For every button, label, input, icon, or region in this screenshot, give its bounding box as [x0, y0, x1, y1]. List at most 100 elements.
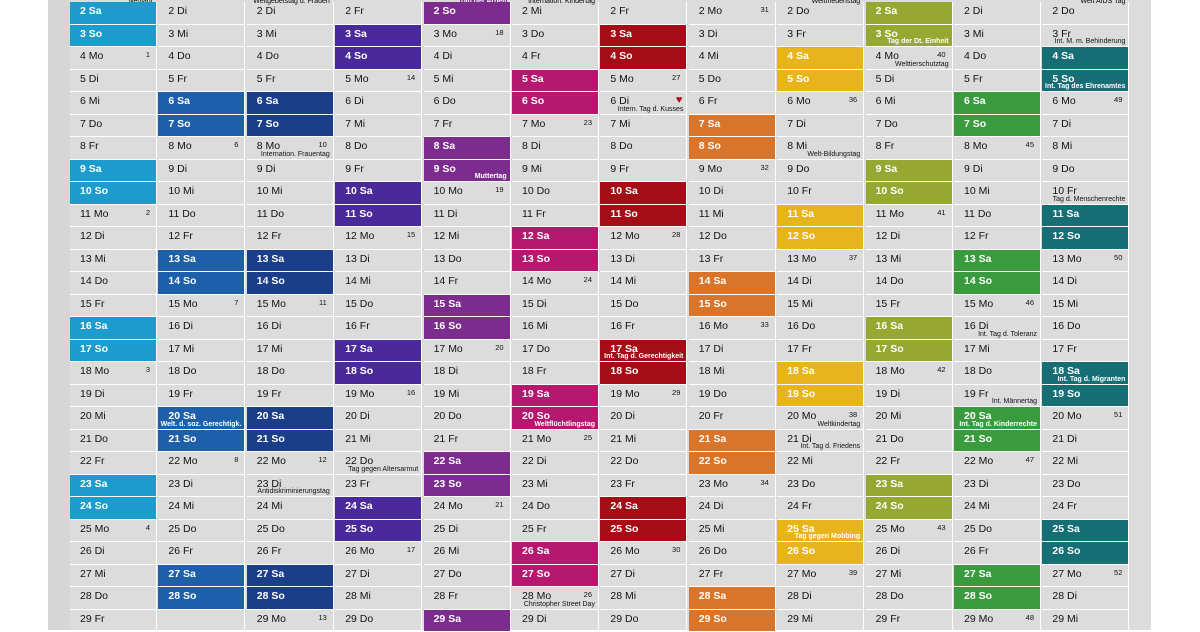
day-label: 3 Mi: [168, 28, 188, 40]
day-label: 10 Mi: [257, 185, 283, 197]
day-label: 18 So: [610, 365, 638, 377]
day-label: 21 Mi: [345, 433, 371, 445]
day-cell: 22 Fr: [70, 452, 157, 475]
day-cell: 22 Fr: [866, 452, 953, 475]
day-label: 8 Fr: [80, 140, 99, 152]
week-number: 51: [1114, 410, 1122, 419]
day-label: 26 So: [1052, 545, 1080, 557]
weekend-day-cell: 12 Sa: [512, 227, 599, 250]
day-cell: 29 Fr: [70, 610, 157, 632]
day-label: 17 Sa: [345, 343, 372, 355]
day-cell: 27 Do: [424, 565, 511, 588]
holiday-note: Muttertag: [475, 173, 507, 181]
day-label: 27 Di: [610, 568, 635, 580]
day-label: 6 So: [522, 95, 544, 107]
day-cell: 17 Fr: [1042, 340, 1129, 363]
day-label: 24 Fr: [787, 500, 812, 512]
day-label: 26 Di: [876, 545, 901, 557]
day-label: 11 Mo: [876, 208, 904, 220]
day-label: 11 Di: [434, 208, 458, 220]
weekend-day-cell: 24 Sa: [335, 497, 422, 520]
day-label: 12 Sa: [522, 230, 549, 242]
day-cell: 16 Di: [247, 317, 334, 340]
day-label: 16 Do: [1052, 320, 1080, 332]
day-cell: 12 Di: [70, 227, 157, 250]
weekend-day-cell: 18 So: [335, 362, 422, 385]
week-number: 38: [849, 410, 857, 419]
week-number: 24: [584, 275, 592, 284]
day-label: 15 Mo: [964, 298, 993, 310]
day-cell: 23 Do: [777, 475, 864, 498]
day-label: 14 Mo: [522, 275, 551, 287]
weekend-day-cell: 25 Sa: [1042, 520, 1129, 543]
day-cell: 4 Do: [158, 47, 245, 70]
day-label: 17 Mi: [168, 343, 194, 355]
day-cell: 17 Mi: [954, 340, 1041, 363]
day-label: 10 Sa: [345, 185, 372, 197]
day-cell: 17 Do: [512, 340, 599, 363]
day-cell: 3 Mi: [158, 25, 245, 48]
weekend-day-cell: 5 So: [777, 70, 864, 93]
weekend-day-cell: 28 Sa: [689, 587, 776, 610]
day-label: 28 Di: [1052, 590, 1077, 602]
day-label: 25 Mo: [876, 523, 905, 535]
day-label: 13 Sa: [168, 253, 195, 265]
day-label: 27 Sa: [168, 568, 195, 580]
day-label: 24 Mi: [257, 500, 283, 512]
day-label: 25 So: [610, 523, 638, 535]
day-cell: 15 Mi: [777, 295, 864, 318]
day-label: 2 Sa: [876, 5, 898, 17]
weekend-day-cell: 6 Sa: [158, 92, 245, 115]
weekend-day-cell: 3 Sa: [600, 25, 687, 48]
day-label: 27 Mo: [787, 568, 816, 580]
day-cell: 16 Mi: [512, 317, 599, 340]
day-cell: 20 Fr: [689, 407, 776, 430]
weekend-day-cell: 27 So: [512, 565, 599, 588]
weekend-day-cell: 12 So: [1042, 227, 1129, 250]
weekend-day-cell: 26 So: [1042, 542, 1129, 565]
day-label: 21 Fr: [434, 433, 459, 445]
week-number: 2: [146, 208, 150, 217]
day-label: 5 Di: [876, 73, 895, 85]
holiday-note: Int. Tag d. Kinderrechte: [959, 421, 1037, 429]
day-label: 13 Mo: [787, 253, 816, 265]
day-cell: 16 Do: [777, 317, 864, 340]
day-label: 17 Fr: [787, 343, 812, 355]
day-label: 14 So: [168, 275, 196, 287]
day-label: 18 Mo: [80, 365, 109, 377]
day-label: 6 Di: [345, 95, 364, 107]
weekend-day-cell: 8 So: [689, 137, 776, 160]
day-label: 9 Di: [168, 163, 187, 175]
day-label: 26 Mo: [610, 545, 639, 557]
day-cell: 20 Do: [424, 407, 511, 430]
day-cell: 10 Di: [689, 182, 776, 205]
day-label: 19 Mo: [345, 388, 374, 400]
day-label: 3 Sa: [345, 28, 367, 40]
day-label: 22 Sa: [434, 455, 461, 467]
day-label: 25 Di: [434, 523, 459, 535]
day-cell: 23 Di: [158, 475, 245, 498]
day-label: 29 Fr: [80, 613, 105, 625]
weekend-day-cell: 24 Sa: [600, 497, 687, 520]
day-cell: 2 Fr: [600, 2, 687, 25]
day-label: 4 So: [345, 50, 367, 62]
day-cell: 8 Do: [600, 137, 687, 160]
day-cell: 14 Do: [70, 272, 157, 295]
day-cell: 18 Do: [158, 362, 245, 385]
week-number: 37: [849, 253, 857, 262]
day-label: 20 Mo: [787, 410, 816, 422]
day-label: 7 Do: [80, 118, 102, 130]
day-label: 19 Fr: [168, 388, 193, 400]
weekend-day-cell: 13 Sa: [954, 250, 1041, 273]
day-label: 20 Di: [345, 410, 370, 422]
day-label: 28 So: [257, 590, 285, 602]
